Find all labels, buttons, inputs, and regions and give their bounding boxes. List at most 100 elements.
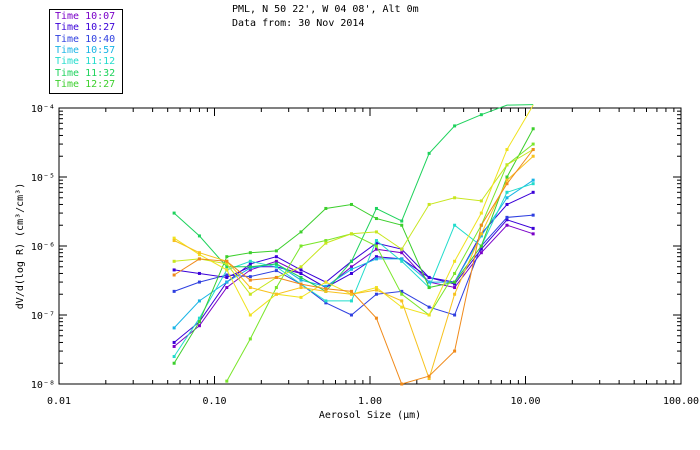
data-point (274, 255, 278, 259)
data-point (349, 292, 353, 296)
data-point (374, 244, 378, 248)
data-point (427, 286, 431, 290)
data-point (453, 124, 457, 128)
location-text: PML, N 50 22', W 04 08', Alt 0m (232, 4, 419, 15)
data-point (197, 253, 201, 257)
data-point (349, 202, 353, 206)
data-point (324, 206, 328, 210)
data-point (400, 299, 404, 303)
series-line (172, 148, 535, 296)
data-point (172, 326, 176, 330)
data-point (531, 182, 535, 186)
data-point (531, 190, 535, 194)
data-point (531, 127, 535, 131)
y-tick-label: 10⁻⁷ (31, 311, 55, 322)
data-point (400, 292, 404, 296)
data-point (374, 247, 378, 251)
data-point (505, 182, 509, 186)
data-point (374, 230, 378, 234)
data-point (349, 259, 353, 263)
legend-item: Time 10:27 (55, 22, 116, 34)
data-point (374, 206, 378, 210)
data-point (274, 269, 278, 273)
data-point (225, 259, 229, 263)
data-point (374, 288, 378, 292)
data-point (197, 271, 201, 275)
data-point (505, 178, 509, 182)
data-point (225, 262, 229, 266)
data-point (349, 271, 353, 275)
data-point (324, 299, 328, 303)
data-point (299, 230, 303, 234)
legend-item: Time 11:32 (55, 67, 116, 79)
data-point (531, 178, 535, 182)
data-point (479, 199, 483, 203)
data-point (479, 232, 483, 236)
data-point (505, 148, 509, 152)
y-tick-label: 10⁻⁴ (31, 104, 55, 115)
data-point (299, 278, 303, 282)
series-line (172, 104, 534, 293)
series-line (172, 148, 535, 386)
data-point (374, 292, 378, 296)
data-point (453, 196, 457, 200)
data-point (299, 275, 303, 279)
data-point (453, 282, 457, 286)
data-point (197, 257, 201, 261)
data-point (427, 202, 431, 206)
plot-frame (58, 107, 682, 385)
series-line (172, 127, 535, 365)
data-point (531, 232, 535, 236)
data-point (225, 280, 229, 284)
data-point (479, 113, 483, 117)
data-point (400, 257, 404, 261)
data-point (505, 215, 509, 219)
data-point (453, 271, 457, 275)
data-point (225, 275, 229, 279)
data-point (374, 286, 378, 290)
data-point (400, 223, 404, 227)
data-point (427, 377, 431, 381)
data-point (324, 289, 328, 293)
data-point (374, 316, 378, 320)
data-point (505, 218, 509, 222)
data-point (299, 268, 303, 272)
data-point (172, 289, 176, 293)
legend-item: Time 10:07 (55, 11, 116, 22)
data-point (172, 211, 176, 215)
data-point (427, 374, 431, 378)
data-point (197, 280, 201, 284)
data-point (225, 268, 229, 272)
data-point (453, 292, 457, 296)
data-point (349, 289, 353, 293)
data-point (197, 320, 201, 324)
data-point (299, 244, 303, 248)
data-point (274, 259, 278, 263)
y-tick-label: 10⁻⁸ (31, 380, 55, 391)
data-point (479, 223, 483, 227)
data-point (479, 244, 483, 248)
data-point (324, 284, 328, 288)
legend-item: Time 12:27 (55, 78, 116, 90)
data-point (324, 239, 328, 243)
data-point (505, 196, 509, 200)
data-point (172, 259, 176, 263)
data-point (427, 280, 431, 284)
legend-item: Time 10:40 (55, 33, 116, 45)
data-point (274, 286, 278, 290)
x-tick-label: 0.10 (202, 396, 226, 407)
data-point (400, 251, 404, 255)
data-point (453, 349, 457, 353)
legend: Time 10:07 Time 10:27 Time 10:40 Time 10:57… (49, 9, 123, 94)
series-layer (172, 104, 535, 386)
data-point (505, 202, 509, 206)
data-point (248, 265, 252, 269)
data-point (427, 151, 431, 155)
x-tick-label: 10.00 (510, 396, 540, 407)
data-point (299, 282, 303, 286)
data-point (349, 267, 353, 271)
data-point (531, 148, 535, 152)
data-point (248, 251, 252, 255)
data-point (172, 361, 176, 365)
